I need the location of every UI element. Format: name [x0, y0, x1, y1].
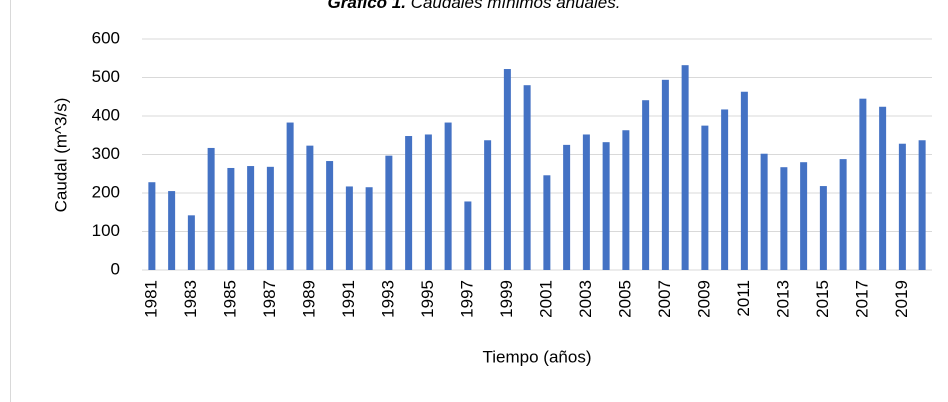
- bar: [464, 201, 472, 270]
- bar: [800, 162, 808, 270]
- x-tick-label: 1997: [457, 280, 476, 318]
- chart-title-group: Gráfico 1. Caudales mínimos anuales.: [328, 0, 621, 12]
- x-tick-label: 1981: [141, 280, 160, 318]
- bar: [819, 186, 827, 270]
- x-tick-label: 2009: [694, 280, 713, 318]
- bar: [405, 136, 413, 270]
- bar: [266, 166, 274, 270]
- x-tick-label: 2015: [813, 280, 832, 318]
- chart-title-label: Gráfico 1.: [328, 0, 406, 12]
- bar: [918, 140, 926, 270]
- bar: [780, 167, 788, 270]
- y-tick-label: 100: [92, 221, 120, 240]
- bar: [760, 153, 768, 270]
- bar: [622, 130, 630, 270]
- bar: [306, 145, 314, 270]
- x-tick-label: 1987: [260, 280, 279, 318]
- y-tick-label: 400: [92, 105, 120, 124]
- bar: [879, 106, 887, 270]
- bar: [602, 142, 610, 270]
- y-tick-label: 300: [92, 144, 120, 163]
- x-tick-label: 1999: [497, 280, 516, 318]
- x-tick-label: 1991: [339, 280, 358, 318]
- bar: [563, 144, 571, 270]
- bar: [503, 69, 511, 270]
- bar: [523, 85, 531, 270]
- bar: [365, 187, 373, 270]
- x-tick-label: 2001: [536, 280, 555, 318]
- bar: [187, 215, 195, 270]
- x-tick-label: 2007: [655, 280, 674, 318]
- x-tick-label: 1993: [378, 280, 397, 318]
- bar: [227, 167, 235, 270]
- x-tick-label: 1989: [299, 280, 318, 318]
- x-tick-label: 1985: [220, 280, 239, 318]
- bar: [148, 182, 156, 270]
- bar: [385, 155, 393, 270]
- y-tick-label: 500: [92, 67, 120, 86]
- bar: [247, 166, 255, 270]
- x-tick-label: 1995: [418, 280, 437, 318]
- bar: [839, 159, 847, 270]
- bar: [484, 140, 492, 270]
- x-tick-label: 2003: [576, 280, 595, 318]
- bar: [168, 191, 176, 270]
- bar: [642, 100, 650, 270]
- bar: [543, 175, 551, 270]
- bar: [424, 134, 432, 270]
- x-tick-label: 2005: [615, 280, 634, 318]
- bar: [740, 91, 748, 271]
- bar: [701, 125, 709, 270]
- bar: [582, 134, 590, 270]
- y-tick-label: 0: [111, 259, 120, 278]
- y-tick-label: 200: [92, 182, 120, 201]
- bar: [444, 122, 452, 270]
- bar: [721, 109, 729, 270]
- x-tick-label: 2017: [852, 280, 871, 318]
- y-axis-title: Caudal (m^3/s): [51, 98, 70, 213]
- chart-title: Caudales mínimos anuales.: [411, 0, 621, 12]
- bar: [859, 98, 867, 270]
- bar: [661, 79, 669, 270]
- bar: [286, 122, 294, 270]
- bar: [898, 143, 906, 270]
- chart-frame: [10, 0, 11, 402]
- bar: [326, 161, 334, 270]
- bar: [681, 65, 689, 271]
- bar: [345, 186, 353, 270]
- x-axis-title: Tiempo (años): [483, 347, 592, 366]
- x-tick-label: 2019: [892, 280, 911, 318]
- x-tick-label: 2011: [734, 280, 753, 317]
- x-tick-label: 1983: [181, 280, 200, 318]
- bar: [207, 147, 215, 270]
- x-tick-label: 2013: [773, 280, 792, 318]
- y-tick-label: 600: [92, 28, 120, 47]
